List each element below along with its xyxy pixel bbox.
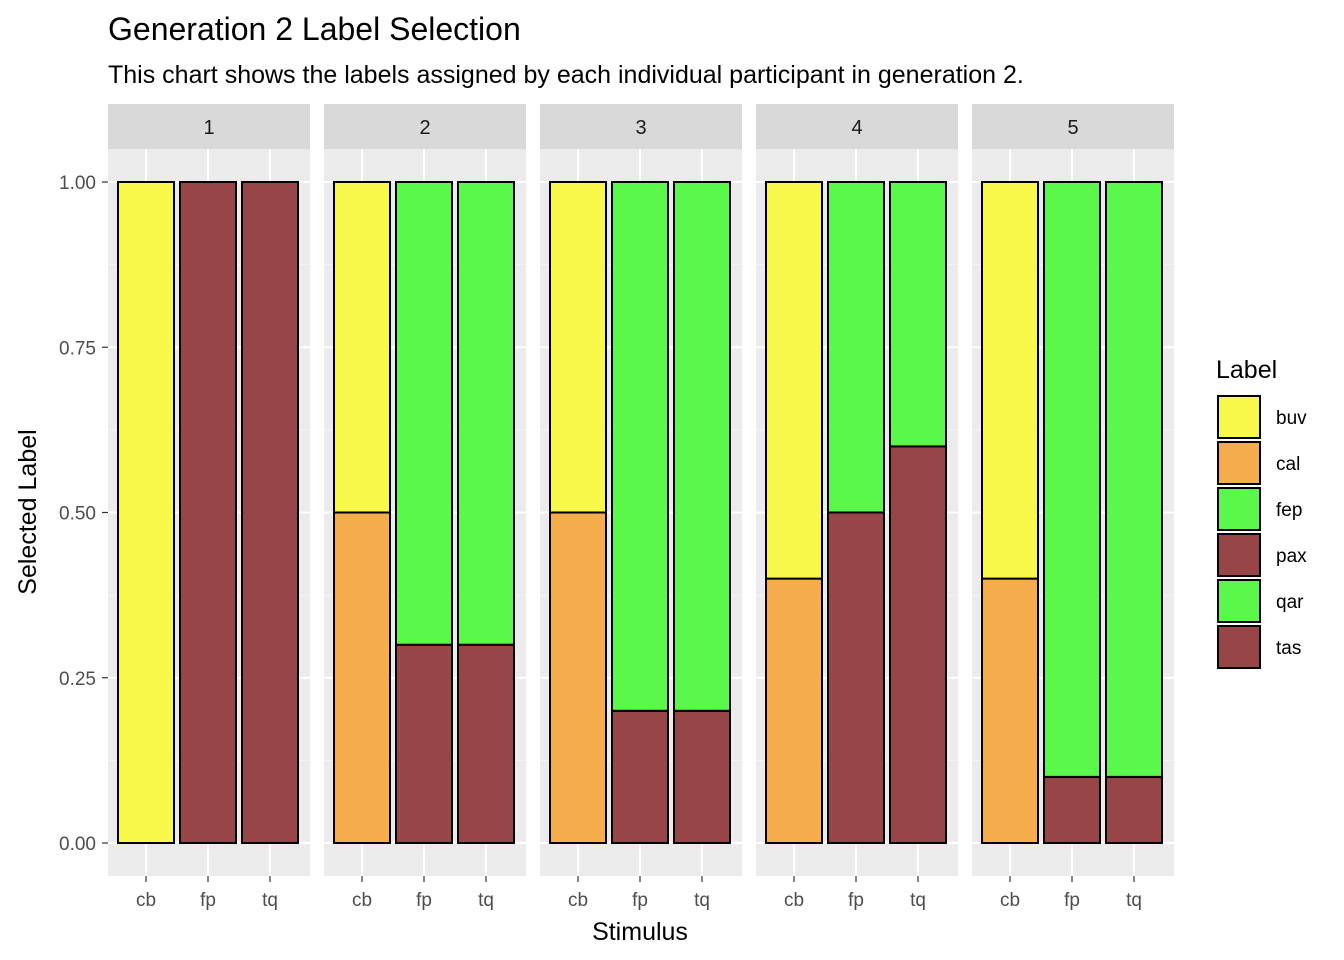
legend-label-cal: cal: [1276, 454, 1300, 475]
bar-segment-qar: [1105, 181, 1163, 778]
x-tick-label: fp: [1064, 890, 1080, 911]
legend-swatch-tas: [1217, 625, 1261, 669]
bar-segment-cal: [765, 577, 823, 844]
bar-segment-pax: [611, 709, 669, 844]
facet-panels: 1 cb fp tq 2 cb fp tq 3 cb fp tq 4 cb fp tq 5 cb fp tq: [108, 104, 1174, 911]
bar-segment-buv: [981, 181, 1039, 580]
x-tick-label: tq: [478, 890, 494, 911]
bar-segment-cal: [333, 511, 391, 844]
bar-segment-buv: [117, 181, 175, 844]
y-tick-label: 0.00: [59, 834, 96, 855]
bar-segment-pax: [179, 181, 237, 844]
x-tick-label: cb: [784, 890, 804, 911]
bar-segment-buv: [765, 181, 823, 580]
chart-subtitle: This chart shows the labels assigned by …: [108, 61, 1024, 89]
bar-segment-pax: [395, 643, 453, 845]
legend-label-buv: buv: [1276, 408, 1307, 429]
bar-segment-pax: [1043, 775, 1101, 845]
x-tick-label: fp: [848, 890, 864, 911]
facet-panel-5: 5 cb fp tq: [972, 104, 1174, 911]
bar-segment-buv: [333, 181, 391, 514]
bar-segment-pax: [827, 511, 885, 844]
bar-segment-fep: [1043, 181, 1101, 778]
y-tick-label: 0.75: [59, 338, 96, 359]
facet-strip-label: 2: [419, 117, 430, 139]
x-tick-label: fp: [200, 890, 216, 911]
facet-strip-label: 3: [635, 117, 646, 139]
bar-segment-cal: [981, 577, 1039, 844]
bar-segment-fep: [395, 181, 453, 646]
legend-swatch-pax: [1217, 533, 1261, 577]
legend-label-pax: pax: [1276, 546, 1307, 567]
legend-swatch-fep: [1217, 487, 1261, 531]
facet-strip: [972, 104, 1174, 149]
facet-panel-1: 1 cb fp tq: [108, 104, 310, 911]
bar-segment-tas: [1105, 775, 1163, 845]
x-tick-label: fp: [632, 890, 648, 911]
chart-title: Generation 2 Label Selection: [108, 11, 521, 47]
legend-title: Label: [1216, 356, 1277, 384]
bar-segment-cal: [549, 511, 607, 844]
y-axis: 0.00 0.25 0.50 0.75 1.00: [59, 173, 108, 855]
bar-segment-tas: [889, 445, 947, 844]
bar-segment-fep: [611, 181, 669, 712]
legend: Label buv cal fep pax qar tas: [1216, 356, 1307, 669]
y-tick-label: 0.25: [59, 669, 96, 690]
x-tick-label: tq: [1126, 890, 1142, 911]
x-axis-title: Stimulus: [592, 918, 688, 946]
facet-strip: [324, 104, 526, 149]
legend-swatch-buv: [1217, 395, 1261, 439]
bar-segment-qar: [889, 181, 947, 448]
x-tick-label: cb: [136, 890, 156, 911]
legend-label-qar: qar: [1276, 592, 1304, 613]
legend-swatch-cal: [1217, 441, 1261, 485]
y-tick-label: 0.50: [59, 504, 96, 525]
facet-strip: [108, 104, 310, 149]
x-tick-label: tq: [262, 890, 278, 911]
facet-strip: [756, 104, 958, 149]
legend-label-tas: tas: [1276, 638, 1301, 659]
x-tick-label: cb: [568, 890, 588, 911]
facet-panel-2: 2 cb fp tq: [324, 104, 526, 911]
y-tick-label: 1.00: [59, 173, 96, 194]
facet-strip-label: 4: [851, 117, 862, 139]
x-tick-label: cb: [1000, 890, 1020, 911]
facet-strip-label: 1: [203, 117, 214, 139]
facet-strip-label: 5: [1067, 117, 1078, 139]
x-tick-label: fp: [416, 890, 432, 911]
facet-panel-3: 3 cb fp tq: [540, 104, 742, 911]
bar-segment-qar: [673, 181, 731, 712]
bar-segment-tas: [673, 709, 731, 844]
x-tick-label: tq: [910, 890, 926, 911]
x-tick-label: cb: [352, 890, 372, 911]
facet-panel-4: 4 cb fp tq: [756, 104, 958, 911]
bar-segment-buv: [549, 181, 607, 514]
legend-swatch-qar: [1217, 579, 1261, 623]
legend-label-fep: fep: [1276, 500, 1302, 521]
facet-strip: [540, 104, 742, 149]
bar-segment-qar: [457, 181, 515, 646]
bar-segment-tas: [457, 643, 515, 845]
bar-segment-fep: [827, 181, 885, 514]
x-tick-label: tq: [694, 890, 710, 911]
bar-segment-tas: [241, 181, 299, 844]
y-axis-title: Selected Label: [14, 429, 42, 594]
